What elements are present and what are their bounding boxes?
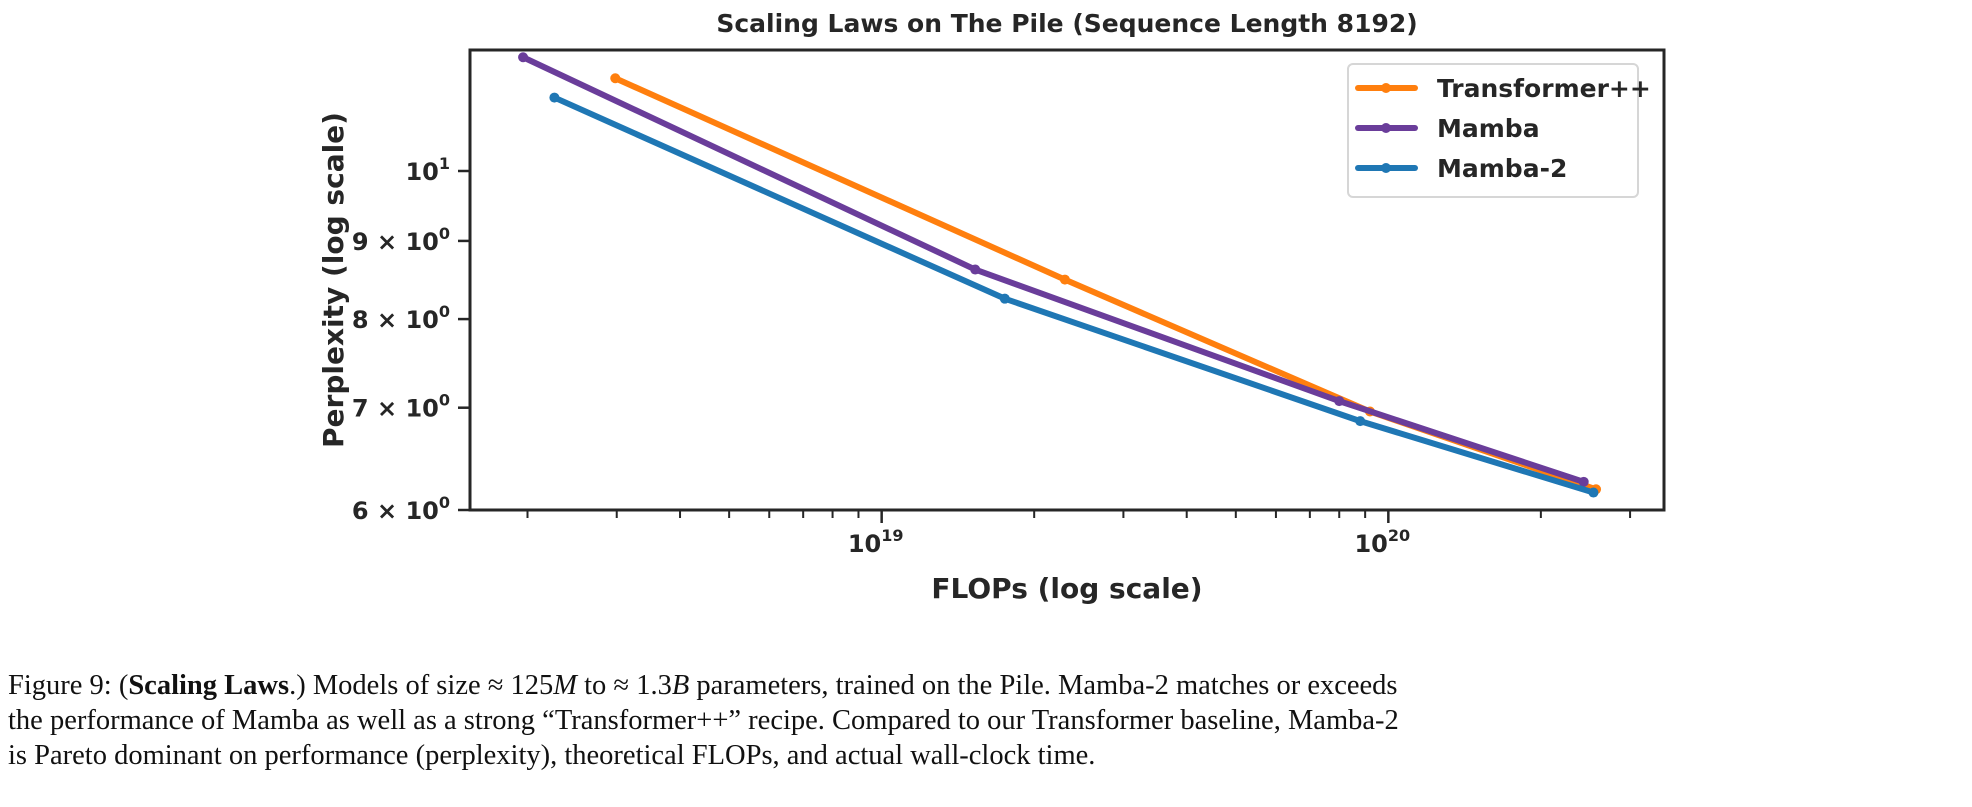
legend-marker-transformer xyxy=(1381,83,1391,93)
x-tick-label: 1019 xyxy=(848,526,904,558)
legend: Transformer++ Mamba Mamba-2 xyxy=(1347,63,1651,198)
series-line-mamba-2 xyxy=(551,94,1597,496)
data-point-mamba xyxy=(970,264,981,275)
data-point-transformer xyxy=(1059,274,1070,285)
legend-box xyxy=(1347,63,1639,198)
caption-b: B xyxy=(671,670,690,701)
y-axis-label: Perplexity (log scale) xyxy=(317,112,350,448)
plot-frame xyxy=(468,48,1666,512)
data-point-mamba-2 xyxy=(999,293,1010,304)
data-point-mamba-2 xyxy=(1355,416,1366,427)
y-tick-label: 8 × 100 xyxy=(352,302,450,334)
data-point-mamba-2 xyxy=(1588,487,1599,498)
caption-text: .) Models of size ≈ 125 xyxy=(289,670,554,701)
series-line-mamba xyxy=(520,54,1587,485)
caption-line-2: the performance of Mamba as well as a st… xyxy=(8,705,1399,736)
caption-prefix: Figure 9: ( xyxy=(8,670,129,701)
caption-line-1: Figure 9: (Scaling Laws.) Models of size… xyxy=(8,668,1968,703)
legend-label-mamba-2: Mamba-2 xyxy=(1437,154,1567,183)
chart-title: Scaling Laws on The Pile (Sequence Lengt… xyxy=(716,9,1417,38)
legend-label-transformer: Transformer++ xyxy=(1437,74,1651,103)
data-point-mamba xyxy=(518,52,529,63)
caption-bold: Scaling Laws xyxy=(128,670,290,701)
x-tick-label: 1020 xyxy=(1354,526,1410,558)
scaling-law-chart: Scaling Laws on The Pile (Sequence Lengt… xyxy=(317,9,1666,605)
x-axis-label: FLOPs (log scale) xyxy=(931,572,1202,605)
caption-m: M xyxy=(553,670,578,701)
y-tick-label: 7 × 100 xyxy=(352,391,450,423)
caption-line-3: is Pareto dominant on performance (perpl… xyxy=(8,740,1096,771)
caption-text: to ≈ 1.3 xyxy=(577,670,672,701)
y-tick-label: 9 × 100 xyxy=(352,224,450,256)
data-point-mamba xyxy=(1578,476,1589,487)
legend-marker-mamba xyxy=(1381,123,1391,133)
caption-text: parameters, trained on the Pile. Mamba-2… xyxy=(689,670,1398,701)
legend-label-mamba: Mamba xyxy=(1437,114,1540,143)
y-tick-label: 101 xyxy=(405,154,450,186)
figure-caption: Figure 9: (Scaling Laws.) Models of size… xyxy=(8,668,1968,773)
data-point-transformer xyxy=(610,73,621,84)
y-tick-label: 6 × 100 xyxy=(352,493,450,525)
data-point-mamba xyxy=(1334,396,1345,407)
legend-marker-mamba-2 xyxy=(1381,163,1391,173)
data-point-mamba-2 xyxy=(549,92,560,103)
